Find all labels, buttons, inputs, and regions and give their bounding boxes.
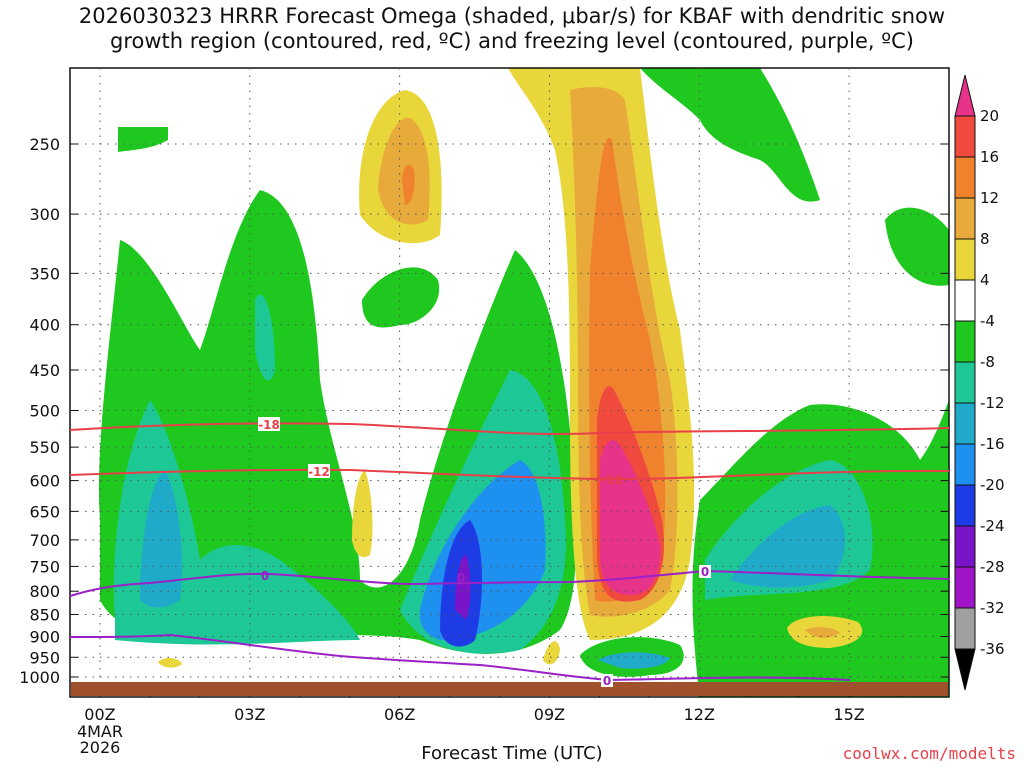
y-tick-label: 550 — [29, 438, 60, 457]
plot-frame — [69, 67, 950, 698]
x-date-label: 4MAR — [77, 722, 123, 741]
colorbar-label: -16 — [980, 435, 1005, 453]
colorbar: 20 16 12 8 4 -4 -8 -12 -16 -20 -24 -28 -32 -36 — [954, 74, 1005, 691]
colorbar-swatch — [954, 402, 976, 445]
y-tick-label: 850 — [29, 606, 60, 625]
colorbar-label: -8 — [980, 353, 995, 371]
omega-shading — [99, 68, 949, 697]
freezing-contour-lower — [69, 633, 851, 682]
dgz-contour-minus18 — [69, 422, 950, 435]
colorbar-label: -4 — [980, 312, 995, 330]
omega-band-neg4-mid — [362, 267, 440, 328]
colorbar-cap-bottom — [954, 648, 976, 691]
chart-title-line1: 2026030323 HRRR Forecast Omega (shaded, … — [78, 4, 946, 28]
y-tick-label: 650 — [29, 502, 60, 521]
colorbar-label: -24 — [980, 517, 1005, 535]
dgz-label-1: -18 — [258, 418, 280, 432]
colorbar-label: -12 — [980, 394, 1005, 412]
colorbar-swatch — [954, 115, 976, 158]
dgz-label-2: -12 — [308, 465, 330, 479]
freezing-label-4: 0 — [603, 674, 611, 688]
colorbar-swatch — [954, 607, 976, 650]
chart-title-line2: growth region (contoured, red, ºC) and f… — [110, 29, 914, 53]
y-tick-label: 300 — [29, 205, 60, 224]
omega-band-pos4-dot2 — [543, 641, 560, 665]
colorbar-label: 12 — [980, 189, 999, 207]
omega-band-neg16-lower — [598, 652, 670, 669]
x-axis-label: Forecast Time (UTC) — [421, 743, 603, 764]
colorbar-swatch — [954, 156, 976, 199]
colorbar-swatch — [954, 443, 976, 486]
colorbar-swatch — [954, 566, 976, 609]
y-tick-label: 900 — [29, 627, 60, 646]
freezing-contours — [69, 569, 950, 682]
colorbar-swatch — [954, 320, 976, 363]
colorbar-label: -36 — [980, 640, 1005, 658]
omega-band-neg4-right — [640, 68, 820, 202]
colorbar-label: 16 — [980, 148, 999, 166]
omega-band-pos4-dot1 — [158, 657, 182, 668]
x-tick-label: 09Z — [534, 705, 565, 724]
colorbar-label: -28 — [980, 558, 1005, 576]
freezing-contour-upper — [69, 569, 950, 597]
y-tick-label: 450 — [29, 361, 60, 380]
x-tick-label: 15Z — [833, 705, 864, 724]
colorbar-swatch — [954, 279, 976, 322]
x-tick-label: 06Z — [384, 705, 415, 724]
colorbar-swatch — [954, 484, 976, 527]
y-tick-label: 500 — [29, 402, 60, 421]
omega-band-pos4-small — [352, 470, 373, 558]
x-tick-label: 12Z — [684, 705, 715, 724]
y-axis: 250 300 350 400 450 500 550 600 650 700 750 800 850 9… — [19, 135, 949, 687]
freezing-label-1: 0 — [261, 569, 269, 583]
x-tick-label: 03Z — [234, 705, 265, 724]
dgz-contour-labels: -18 -12 -12 — [258, 417, 623, 487]
colorbar-swatch — [954, 525, 976, 568]
chart-title: 2026030323 HRRR Forecast Omega (shaded, … — [0, 4, 1024, 54]
colorbar-swatch — [954, 361, 976, 404]
dgz-contour-minus12 — [69, 468, 950, 481]
colorbar-swatch — [954, 197, 976, 240]
freezing-contour-labels: 0 0 0 0 — [261, 565, 711, 688]
dgz-label-3: -12 — [601, 473, 623, 487]
omega-band-neg16-left — [140, 470, 182, 608]
y-tick-label: 600 — [29, 472, 60, 491]
y-tick-label: 250 — [29, 135, 60, 154]
omega-band-pos12-upper — [402, 164, 415, 205]
omega-band-neg4-far — [885, 207, 949, 286]
y-tick-label: 1000 — [19, 668, 60, 687]
y-tick-label: 400 — [29, 316, 60, 335]
colorbar-cap-top — [954, 74, 976, 117]
credit-link[interactable]: coolwx.com/modelts — [842, 744, 1016, 763]
omega-band-pos8-right — [805, 627, 840, 638]
colorbar-label: 8 — [980, 230, 990, 248]
ground-surface — [71, 682, 948, 696]
omega-band-neg28 — [455, 555, 471, 620]
colorbar-label: 20 — [980, 107, 999, 125]
colorbar-label: -32 — [980, 599, 1005, 617]
omega-band-neg4-top — [118, 127, 168, 152]
y-tick-label: 800 — [29, 582, 60, 601]
y-tick-label: 350 — [29, 264, 60, 283]
dgz-contours — [69, 422, 950, 481]
freezing-label-2: 0 — [457, 571, 465, 585]
colorbar-label: 4 — [980, 271, 990, 289]
y-tick-label: 700 — [29, 531, 60, 550]
x-date-label: 2026 — [80, 738, 121, 757]
y-tick-label: 750 — [29, 557, 60, 576]
omega-band-neg16-right — [730, 505, 845, 588]
y-tick-label: 950 — [29, 648, 60, 667]
colorbar-label: -20 — [980, 476, 1005, 494]
colorbar-swatch — [954, 238, 976, 281]
freezing-label-3: 0 — [701, 565, 709, 579]
x-tick-label: 00Z — [84, 705, 115, 724]
omega-band-neg8-stripe — [255, 294, 275, 381]
